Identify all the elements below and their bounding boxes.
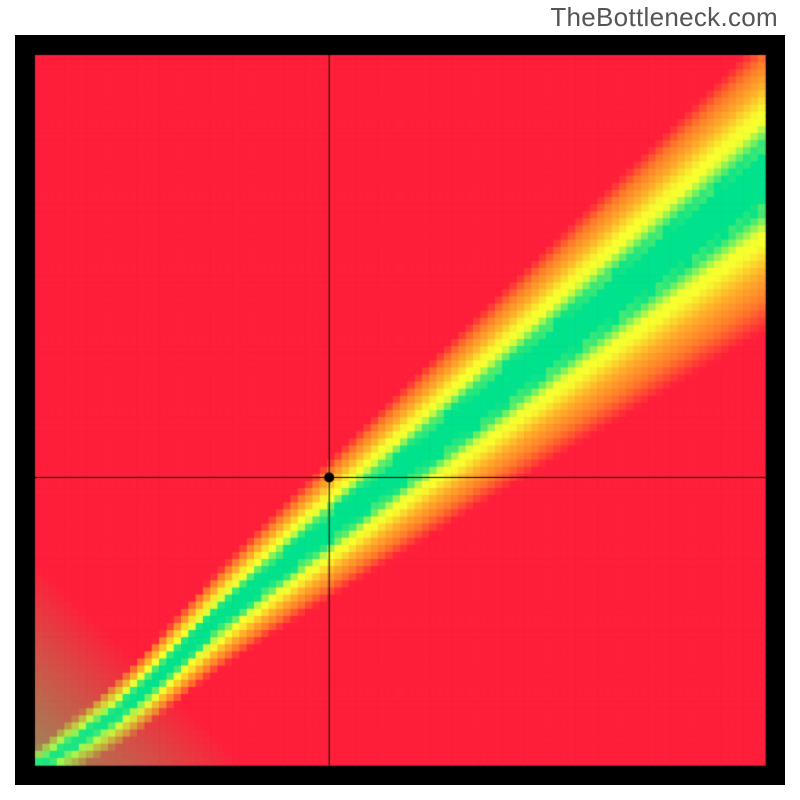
- chart-container: TheBottleneck.com: [0, 0, 800, 800]
- watermark-text: TheBottleneck.com: [550, 2, 778, 33]
- bottleneck-heatmap: [15, 35, 785, 785]
